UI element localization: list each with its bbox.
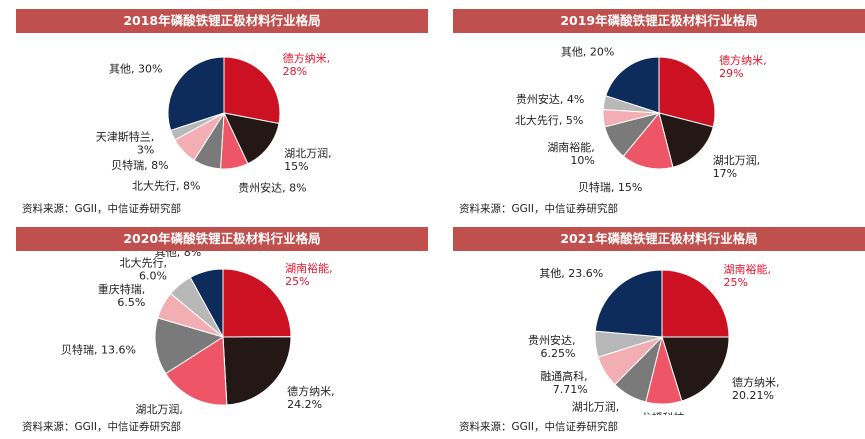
pie-label-6: 其他, 20%	[561, 46, 614, 59]
pie-slice-0	[661, 269, 730, 338]
pie-slice-1	[223, 112, 280, 165]
pie-label-2: 龙蟠科技,8.67%	[641, 411, 689, 416]
pie-slice-6	[189, 268, 224, 338]
pie-label-5: 北大先行, 6.0%	[120, 256, 168, 283]
pie-label-3: 贝特瑞, 13.6%	[61, 342, 136, 356]
pie-label-1: 德方纳米, 24.2%	[287, 384, 335, 411]
pie-slice-0	[222, 268, 292, 338]
pie-slice-6	[605, 56, 660, 114]
pie-panel-2020: 2020年磷酸铁锂正极材料行业格局 湖南裕能, 25% 德方纳米, 24.2% 湖北万润…	[16, 227, 428, 434]
source-note: 资料来源：GGII，中信证券研究部	[459, 203, 618, 215]
pie-label-6: 其他, 30%	[109, 62, 162, 75]
pie-label-0: 湖南裕能, 25%	[285, 261, 333, 288]
pie-slice-6	[167, 56, 225, 131]
pie-label-1: 湖北万润, 15%	[284, 146, 332, 173]
chart-title: 2019年磷酸铁锂正极材料行业格局	[453, 9, 865, 33]
pie-slice-1	[658, 112, 714, 168]
pie-chart: 湖南裕能,25% 德方纳米,24.2% 湖北万润,16.9% 贝特瑞, 13.6% 重庆…	[61, 251, 335, 415]
pie-slice-3	[154, 317, 225, 375]
source-note: 资料来源：GGII，中信证券研究部	[22, 203, 181, 215]
pie-label-1: 德方纳米, 20.21%	[732, 375, 780, 402]
pie-slice-6	[594, 269, 663, 338]
pie-label-5: 天津斯特兰, 3%	[96, 130, 155, 157]
pie-label-3: 湖北万润,8.54%	[572, 399, 620, 415]
pie-label-6: 其他, 8%	[155, 251, 201, 259]
chart-title: 2020年磷酸铁锂正极材料行业格局	[16, 227, 428, 251]
pie-label-2: 贵州安达, 8%	[238, 181, 306, 195]
pie-label-6: 其他, 23.6%	[539, 267, 603, 280]
pie-slice-0	[658, 56, 716, 128]
pie-label-4: 重庆特瑞, 6.5%	[98, 282, 146, 309]
pie-slice-1	[661, 336, 730, 402]
pie-label-5: 贵州安达, 4%	[516, 92, 584, 106]
pie-panel-2019: 2019年磷酸铁锂正极材料行业格局 德方纳米, 29% 湖北万润, 17% 贝特瑞, 1…	[453, 9, 865, 216]
pie-label-0: 德方纳米, 28%	[283, 51, 331, 78]
pie-label-0: 湖南裕能, 25%	[724, 262, 772, 289]
pie-label-3: 北大先行, 8%	[132, 178, 200, 192]
pie-label-4: 北大先行, 5%	[515, 113, 583, 127]
pie-label-4: 融通高科, 7.71%	[540, 369, 588, 396]
source-note: 资料来源：GGII，中信证券研究部	[22, 421, 181, 433]
pie-label-2: 湖北万润,16.9%	[135, 402, 183, 415]
pie-label-1: 湖北万润, 17%	[713, 153, 761, 180]
pie-label-0: 德方纳米, 29%	[719, 53, 767, 80]
pie-slice-1	[222, 336, 292, 406]
pie-label-4: 贝特瑞, 8%	[111, 158, 168, 172]
pie-panel-2021: 2021年磷酸铁锂正极材料行业格局 湖南裕能,25% 德方纳米,20.21% 龙蟠科…	[453, 227, 865, 434]
pie-label-3: 湖南裕能, 10%	[547, 140, 595, 167]
pie-slice-2	[164, 336, 228, 406]
pie-panel-2018: 2018年磷酸铁锂正极材料行业格局 德方纳米, 28% 湖北万润, 15% 贵州安达, …	[16, 9, 428, 216]
pie-chart: 德方纳米, 28% 湖北万润, 15% 贵州安达, 8% 北大先行, 8% 贝特瑞, 8%天…	[96, 51, 332, 195]
pie-chart: 德方纳米, 29% 湖北万润, 17% 贝特瑞, 15% 湖南裕能, 10% 北大先行, 5%…	[515, 46, 767, 195]
pie-chart: 湖南裕能,25% 德方纳米,20.21% 龙蟠科技,8.67% 湖北万润,8.54% 融…	[528, 262, 780, 416]
pie-label-2: 贝特瑞, 15%	[578, 180, 642, 194]
chart-title: 2018年磷酸铁锂正极材料行业格局	[16, 9, 428, 33]
pie-slice-0	[223, 56, 281, 125]
pie-slice-2	[622, 111, 674, 170]
pie-label-5: 贵州安达, 6.25%	[528, 333, 576, 360]
source-note: 资料来源：GGII，中信证券研究部	[459, 421, 618, 433]
chart-title: 2021年磷酸铁锂正极材料行业格局	[453, 227, 865, 251]
